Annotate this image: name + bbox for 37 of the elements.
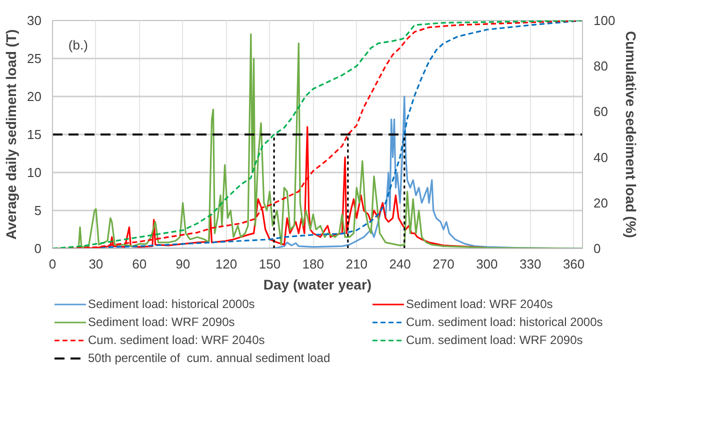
y-tick-label: 20 <box>27 89 42 104</box>
x-tick-label: 30 <box>88 256 104 272</box>
y2-tick-label: 100 <box>594 13 616 28</box>
y2-tick-label: 60 <box>594 104 608 120</box>
y-tick-label: 25 <box>27 51 42 66</box>
x-tick-label: 0 <box>48 256 56 272</box>
y2-tick-label: 40 <box>594 150 608 165</box>
x-tick-label: 360 <box>562 256 585 272</box>
legend-label: Sediment load: WRF 2040s <box>406 297 554 311</box>
legend-label: Cum. sediment load: historical 2000s <box>406 315 604 329</box>
y2-tick-label: 0 <box>594 241 601 256</box>
legend-label: Cum. sediment load: WRF 2040s <box>88 333 266 347</box>
x-tick-label: 60 <box>132 256 147 272</box>
x-tick-label: 210 <box>346 256 368 272</box>
y-tick-label: 0 <box>34 241 42 256</box>
y-tick-label: 10 <box>27 165 42 180</box>
y-tick-label: 15 <box>27 127 42 142</box>
annotation: (b.) <box>68 37 88 52</box>
y-axis-title: Average daily sediment load (T) <box>3 29 20 240</box>
legend-label: Cum. sediment load: WRF 2090s <box>406 333 584 347</box>
x-tick-label: 180 <box>302 256 324 272</box>
x-tick-label: 300 <box>476 256 498 272</box>
legend-label: Sediment load: WRF 2090s <box>88 315 236 329</box>
x-tick-label: 90 <box>176 256 190 272</box>
legend-label: Sediment load: historical 2000s <box>88 297 256 311</box>
x-axis-title: Day (water year) <box>263 276 372 292</box>
legend-label: 50th percentile of cum. annual sediment load <box>88 351 332 365</box>
x-tick-label: 270 <box>432 256 454 272</box>
x-tick-label: 330 <box>520 256 542 272</box>
y2-tick-label: 20 <box>594 195 608 210</box>
x-tick-label: 240 <box>389 256 411 272</box>
y-tick-label: 30 <box>27 13 42 28</box>
y-tick-label: 5 <box>34 203 42 218</box>
y2-axis-title: Cumulative sedeiment load (%) <box>623 31 640 238</box>
y2-tick-label: 80 <box>594 58 608 74</box>
x-tick-label: 120 <box>215 256 238 272</box>
x-tick-label: 150 <box>258 256 281 272</box>
